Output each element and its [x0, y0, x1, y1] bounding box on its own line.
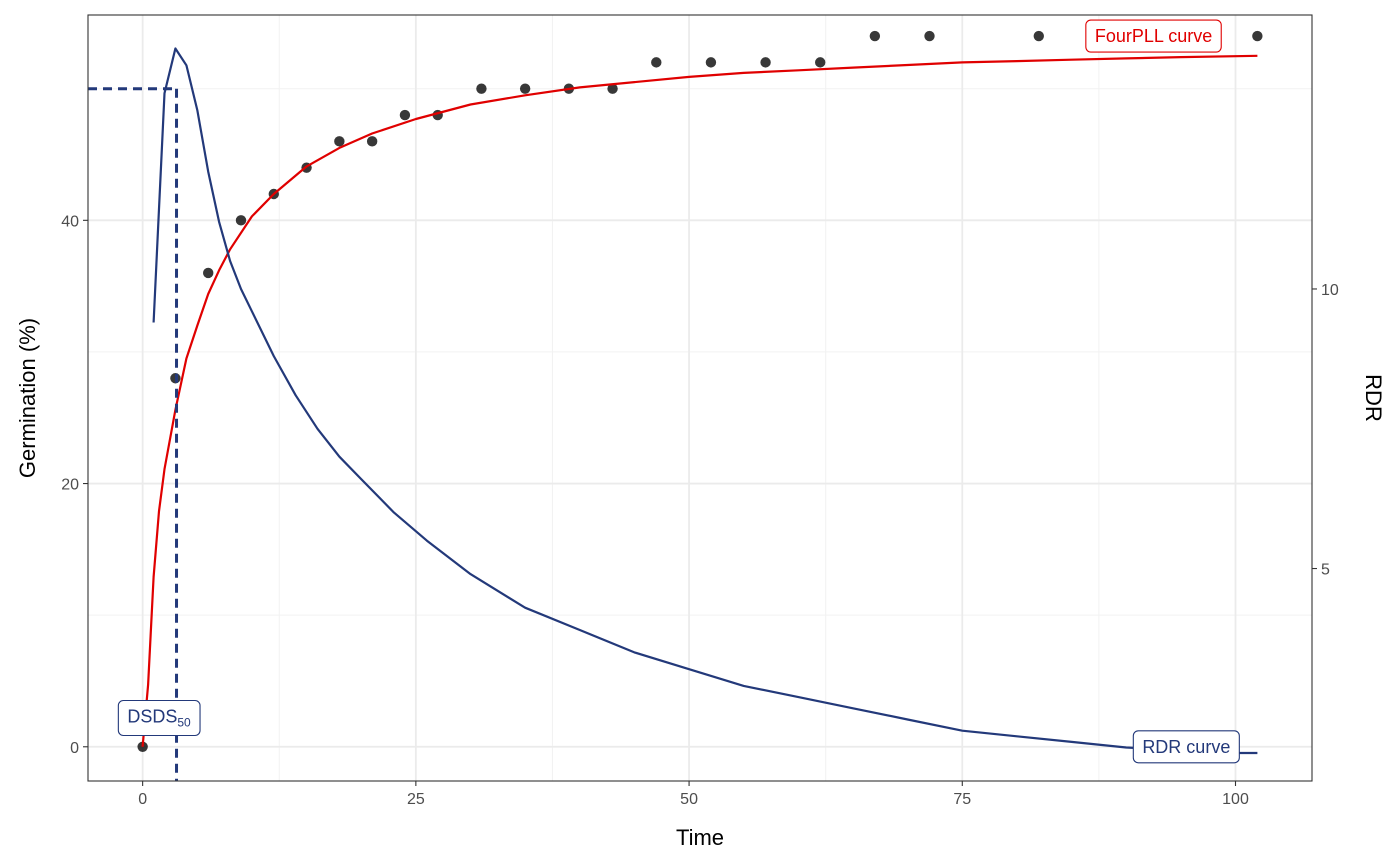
- data-point: [235, 215, 247, 226]
- data-point: [519, 83, 531, 94]
- data-point: [815, 57, 826, 68]
- annotation-box: [117, 699, 201, 737]
- annotation-label: DSDS50: [117, 699, 201, 737]
- axes-layer: 0 25 50 75 100 0 20 40 5 10: [61, 213, 1339, 808]
- data-point: [366, 136, 378, 147]
- annotation-text: RDR curve: [1142, 737, 1230, 757]
- x-tick-label: 0: [138, 791, 147, 808]
- y-axis-title: Germination (%): [15, 318, 40, 478]
- data-point: [203, 267, 214, 279]
- annotation-label: RDR curve: [1132, 730, 1240, 764]
- data-point: [399, 109, 411, 121]
- data-point: [334, 136, 345, 147]
- y2-tick-label: 10: [1321, 282, 1339, 299]
- annotation-text: FourPLL curve: [1095, 26, 1212, 46]
- x-tick-label: 25: [407, 791, 425, 808]
- data-point: [651, 57, 662, 68]
- panel-border: [87, 14, 1313, 782]
- rdr-curve-line: [152, 47, 1258, 755]
- plot-layer: FourPLL curve RDR curve DSDS50: [88, 19, 1263, 781]
- data-point: [607, 83, 618, 94]
- data-point: [869, 30, 881, 42]
- major-grid: [88, 15, 1312, 781]
- x-axis-title: Time: [676, 825, 724, 850]
- y2-tick-label: 5: [1321, 562, 1330, 579]
- annotation-box: [1132, 730, 1240, 764]
- y-tick-label: 0: [70, 740, 79, 757]
- annotation-box: [1085, 19, 1222, 53]
- data-point: [1252, 30, 1263, 42]
- minor-grid: [88, 15, 1312, 781]
- fitted-curve-line: [141, 54, 1258, 747]
- data-point: [1033, 30, 1044, 42]
- data-point: [924, 30, 935, 42]
- data-point: [760, 57, 771, 68]
- y2-axis-title: RDR: [1361, 374, 1386, 422]
- data-point: [476, 83, 487, 94]
- x-tick-label: 75: [953, 791, 971, 808]
- annotation-text: DSDS50: [127, 707, 191, 730]
- y-tick-label: 20: [61, 477, 79, 494]
- x-tick-label: 100: [1222, 791, 1249, 808]
- x-tick-label: 50: [680, 791, 698, 808]
- data-point: [705, 57, 717, 68]
- y-tick-label: 40: [61, 213, 79, 230]
- annotation-label: FourPLL curve: [1085, 19, 1222, 53]
